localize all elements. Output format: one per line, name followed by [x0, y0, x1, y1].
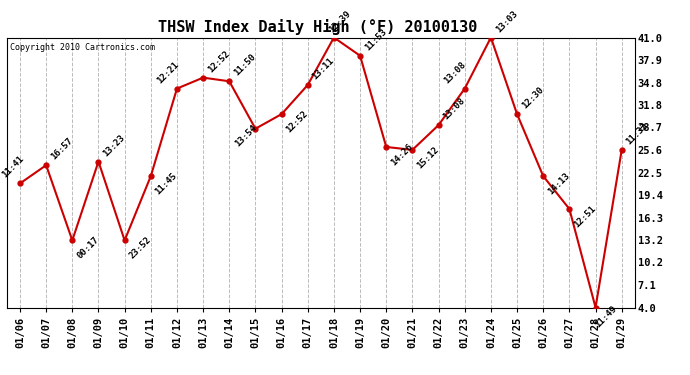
Text: 13:08: 13:08 — [442, 96, 466, 122]
Text: 13:03: 13:03 — [493, 9, 519, 34]
Text: 12:39: 12:39 — [327, 9, 353, 34]
Text: 11:32: 11:32 — [624, 121, 650, 146]
Text: 15:12: 15:12 — [415, 145, 440, 170]
Text: 13:23: 13:23 — [101, 133, 126, 158]
Text: 13:11: 13:11 — [310, 56, 336, 81]
Text: 14:13: 14:13 — [546, 171, 571, 196]
Text: 11:41: 11:41 — [1, 154, 26, 180]
Text: 23:52: 23:52 — [128, 235, 152, 260]
Text: 11:49: 11:49 — [593, 304, 618, 329]
Text: 12:52: 12:52 — [206, 49, 231, 74]
Text: 12:30: 12:30 — [520, 85, 545, 111]
Text: 13:08: 13:08 — [442, 60, 468, 85]
Text: 11:45: 11:45 — [154, 171, 179, 196]
Text: 13:54: 13:54 — [233, 123, 259, 149]
Text: THSW Index Daily High (°F) 20100130: THSW Index Daily High (°F) 20100130 — [158, 19, 477, 35]
Text: 14:26: 14:26 — [389, 142, 415, 167]
Text: 11:50: 11:50 — [232, 53, 257, 78]
Text: 12:51: 12:51 — [572, 204, 598, 229]
Text: 00:17: 00:17 — [75, 235, 101, 260]
Text: 12:21: 12:21 — [155, 60, 180, 85]
Text: 16:57: 16:57 — [49, 136, 75, 162]
Text: 11:53: 11:53 — [363, 27, 388, 52]
Text: Copyright 2010 Cartronics.com: Copyright 2010 Cartronics.com — [10, 43, 155, 52]
Text: 12:52: 12:52 — [284, 109, 310, 134]
